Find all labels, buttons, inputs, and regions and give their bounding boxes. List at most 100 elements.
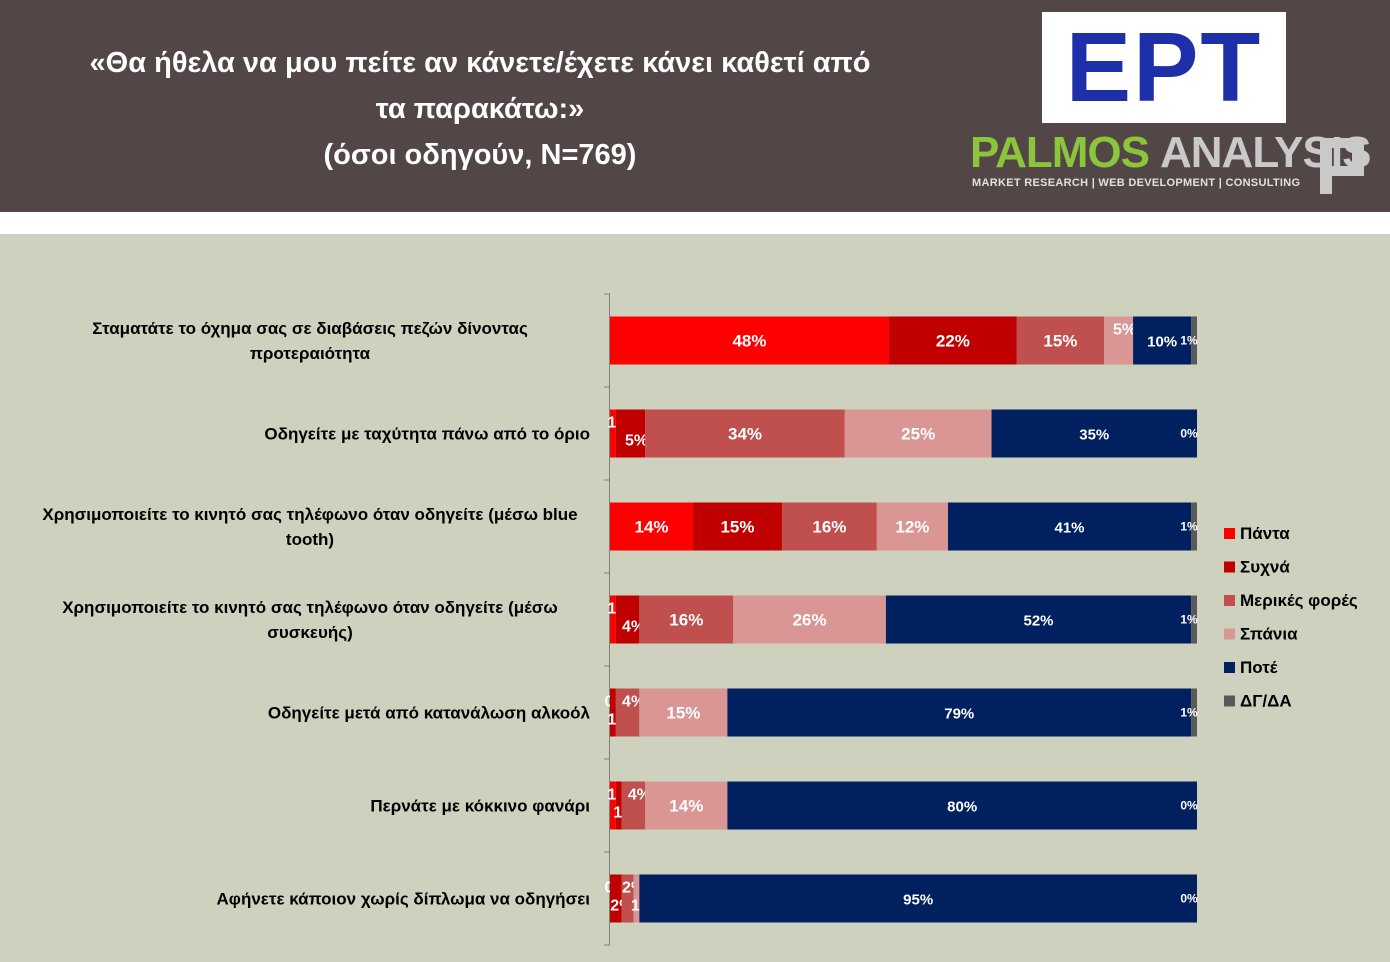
ert-logo: ΕΡΤ [1042,12,1286,123]
bar-segment [610,688,616,737]
bar-segment [733,595,886,644]
legend-swatch [1224,662,1235,673]
bar-value-label: 12% [895,518,929,537]
bar-value-label: 79% [944,706,974,723]
bar-segment [1191,688,1197,737]
bar-segment [610,502,694,551]
bar-value-label: 15% [1043,332,1077,351]
category-label: Περνάτε με κόκκινο φανάρι [370,797,590,816]
bar-segment [639,688,728,737]
bar-value-label: 34% [728,425,762,444]
bar-segment [645,781,728,830]
bar-segment [645,409,845,458]
bar-segment [693,502,782,551]
title-line-2: τα παρακάτω:» [375,93,585,125]
bar-segment [633,874,640,923]
bar-segment [947,502,1192,551]
bar-value-label: 0% [1180,892,1198,906]
bar-segment [615,781,622,830]
category-label: Χρησιμοποιείτε το κινητό σας τηλέφωνο ότ… [42,505,577,524]
legend-label: Μερικές φορές [1240,591,1358,610]
bar-segment [781,502,877,551]
bar-value-label: 15% [666,704,700,723]
bar-value-label: 1% [1180,613,1198,627]
legend-swatch [1224,528,1235,539]
bar-value-label: 14% [669,797,703,816]
bar-segment [1191,316,1197,365]
bar-value-label: 16% [812,518,846,537]
palmos-p-mark-icon [1320,138,1364,194]
bar-segment [615,595,640,644]
bar-value-label: 15% [720,518,754,537]
bar-segment [615,688,640,737]
bar-value-label: 52% [1023,613,1053,630]
ert-logo-text: ΕΡΤ [1065,12,1263,122]
bar-value-label: 0% [1180,427,1198,441]
palmos-tagline: MARKET RESEARCH | WEB DEVELOPMENT | CONS… [972,177,1301,189]
bar-segment [615,409,646,458]
bar-segment [888,316,1017,365]
bar-segment [727,781,1197,830]
category-label: συσκευής) [267,623,352,642]
bar-value-label: 16% [669,611,703,630]
bar-segment [1104,316,1134,365]
bar-segment [621,874,634,923]
category-label: Οδηγείτε μετά από κατανάλωση αλκοόλ [268,704,591,723]
bar-value-label: 14% [634,518,668,537]
legend-swatch [1224,695,1235,707]
bar-segment [1133,316,1192,365]
bar-value-label: 95% [903,892,933,909]
title-line-1: «Θα ήθελα να μου πείτε αν κάνετε/έχετε κ… [89,47,871,79]
bar-segment [610,874,622,923]
category-label: tooth) [286,530,334,549]
bar-segment [991,409,1197,458]
bar-value-label: 0% [1180,799,1198,813]
category-label: προτεραιότητα [250,344,371,363]
legend-swatch [1224,561,1235,573]
bar-segment [1191,502,1197,551]
legend-label: Συχνά [1240,558,1290,577]
palmos-analysis-logo: PALMOS ANALYSIS MARKET RESEARCH | WEB DE… [970,128,1380,204]
bar-segment [885,595,1192,644]
category-label: Σταματάτε το όχημα σας σε διαβάσεις πεζώ… [92,319,528,338]
bar-value-label: 26% [793,611,827,630]
bar-value-label: 5% [1113,322,1136,339]
bar-value-label: 80% [947,799,977,816]
category-label: Χρησιμοποιείτε το κινητό σας τηλέφωνο ότ… [62,598,558,617]
bar-segment [876,502,948,551]
bar-segment [727,688,1192,737]
bar-value-label: 1% [1180,334,1198,348]
bar-value-label: 10% [1147,334,1177,351]
header-banner: «Θα ήθελα να μου πείτε αν κάνετε/έχετε κ… [0,0,1390,212]
bar-value-label: 1% [1180,706,1198,720]
legend-label: Σπάνια [1240,625,1298,644]
bar-value-label: 35% [1079,427,1109,444]
bar-segment [610,316,889,365]
legend-label: Πάντα [1240,524,1290,543]
bar-segment [610,595,616,644]
category-label: Αφήνετε κάποιον χωρίς δίπλωμα να οδηγήσε… [217,890,591,909]
page-title: «Θα ήθελα να μου πείτε αν κάνετε/έχετε κ… [20,40,940,178]
bar-value-label: 48% [732,332,766,351]
stacked-bar-chart: 48% 22% 15%5%10% 1%Σταματάτε το όχημα σας σ… [42,293,1358,946]
bar-segment [639,595,734,644]
palmos-logo-text-green: PALMOS [970,128,1150,177]
chart-area: 48% 22% 15% 5% 10% 1% Σταματάτε το όχημα σας σ… [0,234,1390,962]
bar-segment [1191,595,1197,644]
page-subtitle: (όσοι οδηγούν, Ν=769) [323,139,637,171]
bar-value-label: 25% [901,425,935,444]
bar-value-label: 41% [1055,520,1085,537]
bar-segment [844,409,992,458]
bar-segment [610,409,616,458]
legend-label: Ποτέ [1240,658,1278,677]
legend-swatch [1224,628,1235,640]
bar-segment [621,781,646,830]
bar-segment [610,781,616,830]
legend-swatch [1224,595,1235,606]
bar-segment [1016,316,1105,365]
bar-value-label: 22% [936,332,970,351]
bar-value-label: 5% [625,433,648,450]
category-label: Οδηγείτε με ταχύτητα πάνω από το όριο [264,425,590,444]
bar-segment [639,874,1197,923]
bar-value-label: 1% [1180,520,1198,534]
